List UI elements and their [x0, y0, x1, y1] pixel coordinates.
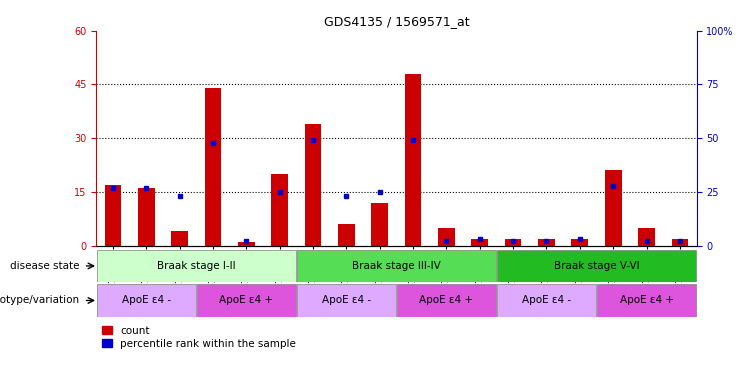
Bar — [671, 238, 688, 246]
Bar — [238, 242, 255, 246]
Bar — [338, 224, 355, 246]
Bar — [138, 189, 155, 246]
Bar — [97, 250, 296, 282]
Bar — [397, 284, 496, 317]
Bar — [271, 174, 288, 246]
Text: Braak stage V-VI: Braak stage V-VI — [554, 261, 639, 271]
Bar — [405, 74, 422, 246]
Text: ApoE ε4 -: ApoE ε4 - — [522, 295, 571, 306]
Bar — [471, 238, 488, 246]
Bar — [597, 284, 696, 317]
Bar — [305, 124, 322, 246]
Bar — [297, 250, 496, 282]
Bar — [538, 238, 555, 246]
Text: ApoE ε4 -: ApoE ε4 - — [122, 295, 171, 306]
Bar — [171, 232, 188, 246]
Text: ApoE ε4 +: ApoE ε4 + — [619, 295, 674, 306]
Bar — [497, 284, 596, 317]
Bar — [205, 88, 222, 246]
Text: ApoE ε4 -: ApoE ε4 - — [322, 295, 371, 306]
Text: Braak stage III-IV: Braak stage III-IV — [352, 261, 441, 271]
Bar — [497, 250, 696, 282]
Text: Braak stage I-II: Braak stage I-II — [157, 261, 236, 271]
Text: ApoE ε4 +: ApoE ε4 + — [419, 295, 473, 306]
Bar — [571, 238, 588, 246]
Title: GDS4135 / 1569571_at: GDS4135 / 1569571_at — [324, 15, 469, 28]
Bar — [297, 284, 396, 317]
Bar — [371, 203, 388, 246]
Bar — [197, 284, 296, 317]
Text: ApoE ε4 +: ApoE ε4 + — [219, 295, 273, 306]
Text: genotype/variation: genotype/variation — [0, 295, 80, 306]
Text: disease state: disease state — [10, 261, 80, 271]
Bar — [104, 185, 122, 246]
Bar — [638, 228, 655, 246]
Legend: count, percentile rank within the sample: count, percentile rank within the sample — [102, 326, 296, 349]
Bar — [438, 228, 455, 246]
Bar — [97, 284, 196, 317]
Bar — [605, 170, 622, 246]
Bar — [505, 238, 522, 246]
